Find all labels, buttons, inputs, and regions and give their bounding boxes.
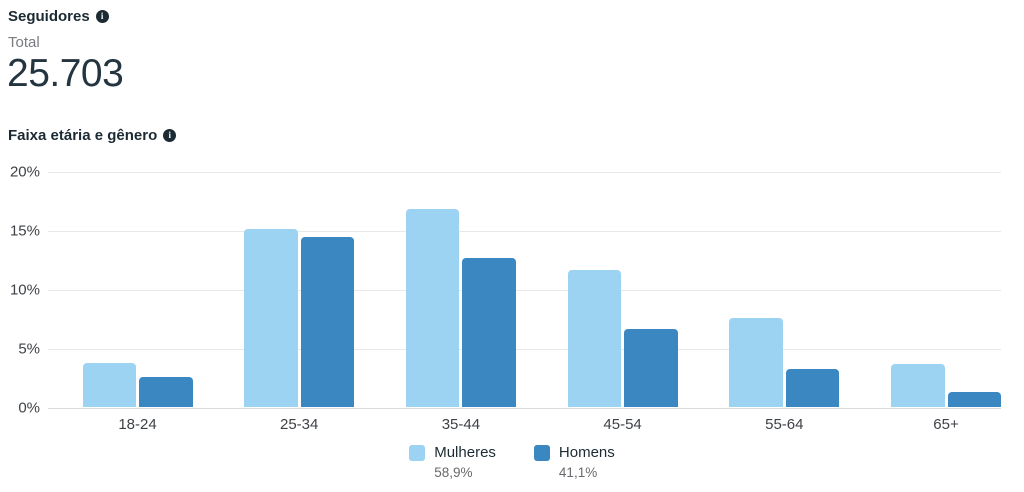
bar-mulheres-18-24 xyxy=(82,362,136,408)
y-axis-tick-label: 5% xyxy=(18,340,40,358)
bar-homens-18-24 xyxy=(139,376,193,408)
info-icon[interactable]: i xyxy=(163,129,177,142)
age-gender-bar-chart: 0% 5% 10% 15% 20% 18-24 25-34 35-44 45-54 55-64 65… xyxy=(0,160,1024,440)
card-title-row: Seguidores i xyxy=(8,8,109,25)
gridline-20 xyxy=(48,172,1001,173)
legend-item-homens: Homens 41,1% xyxy=(533,444,615,481)
legend-label: Mulheres xyxy=(434,444,496,461)
x-axis-tick-label-18-24: 18-24 xyxy=(118,416,157,433)
x-axis-tick-label-25-34: 25-34 xyxy=(280,416,319,433)
bar-mulheres-25-34 xyxy=(244,228,298,408)
bar-homens-35-44 xyxy=(462,257,516,408)
gridline-15 xyxy=(48,230,1001,232)
bar-mulheres-65+ xyxy=(891,363,945,408)
bar-homens-25-34 xyxy=(300,236,355,408)
x-axis-tick-label-65+: 65+ xyxy=(933,416,959,433)
y-axis-tick-label: 0% xyxy=(18,399,40,416)
section-title: Faixa etária e gênero xyxy=(8,127,158,144)
gridline-0 xyxy=(48,407,1001,409)
y-axis-tick-label: 10% xyxy=(9,281,40,299)
legend-swatch-homens xyxy=(533,445,550,461)
gridline-5 xyxy=(48,348,1001,350)
bar-homens-45-54 xyxy=(624,328,678,408)
bar-mulheres-45-54 xyxy=(567,269,622,408)
legend-label: Homens xyxy=(558,444,615,461)
legend-share: 58,9% xyxy=(434,465,473,480)
y-axis-tick-label: 15% xyxy=(9,222,40,240)
total-label: Total xyxy=(8,34,40,51)
total-followers-value: 25.703 xyxy=(7,52,124,95)
section-title-row: Faixa etária e gênero i xyxy=(8,127,177,144)
page-title: Seguidores xyxy=(8,8,90,25)
legend-swatch-mulheres xyxy=(409,445,426,461)
x-axis-tick-label-35-44: 35-44 xyxy=(441,416,481,433)
bar-homens-55-64 xyxy=(785,368,840,408)
x-axis-tick-label-55-64: 55-64 xyxy=(765,416,804,433)
chart-legend: Mulheres 58,9% Homens 41,1% xyxy=(0,444,1024,481)
gridline-10 xyxy=(48,289,1001,291)
x-axis-tick-label-45-54: 45-54 xyxy=(603,416,642,433)
legend-share: 41,1% xyxy=(558,465,598,480)
info-icon[interactable]: i xyxy=(95,10,109,23)
bar-mulheres-55-64 xyxy=(729,318,783,408)
y-axis-tick-label: 20% xyxy=(9,163,40,181)
bar-homens-65+ xyxy=(947,392,1001,408)
legend-item-mulheres: Mulheres 58,9% xyxy=(409,444,496,481)
bar-mulheres-35-44 xyxy=(405,208,460,408)
